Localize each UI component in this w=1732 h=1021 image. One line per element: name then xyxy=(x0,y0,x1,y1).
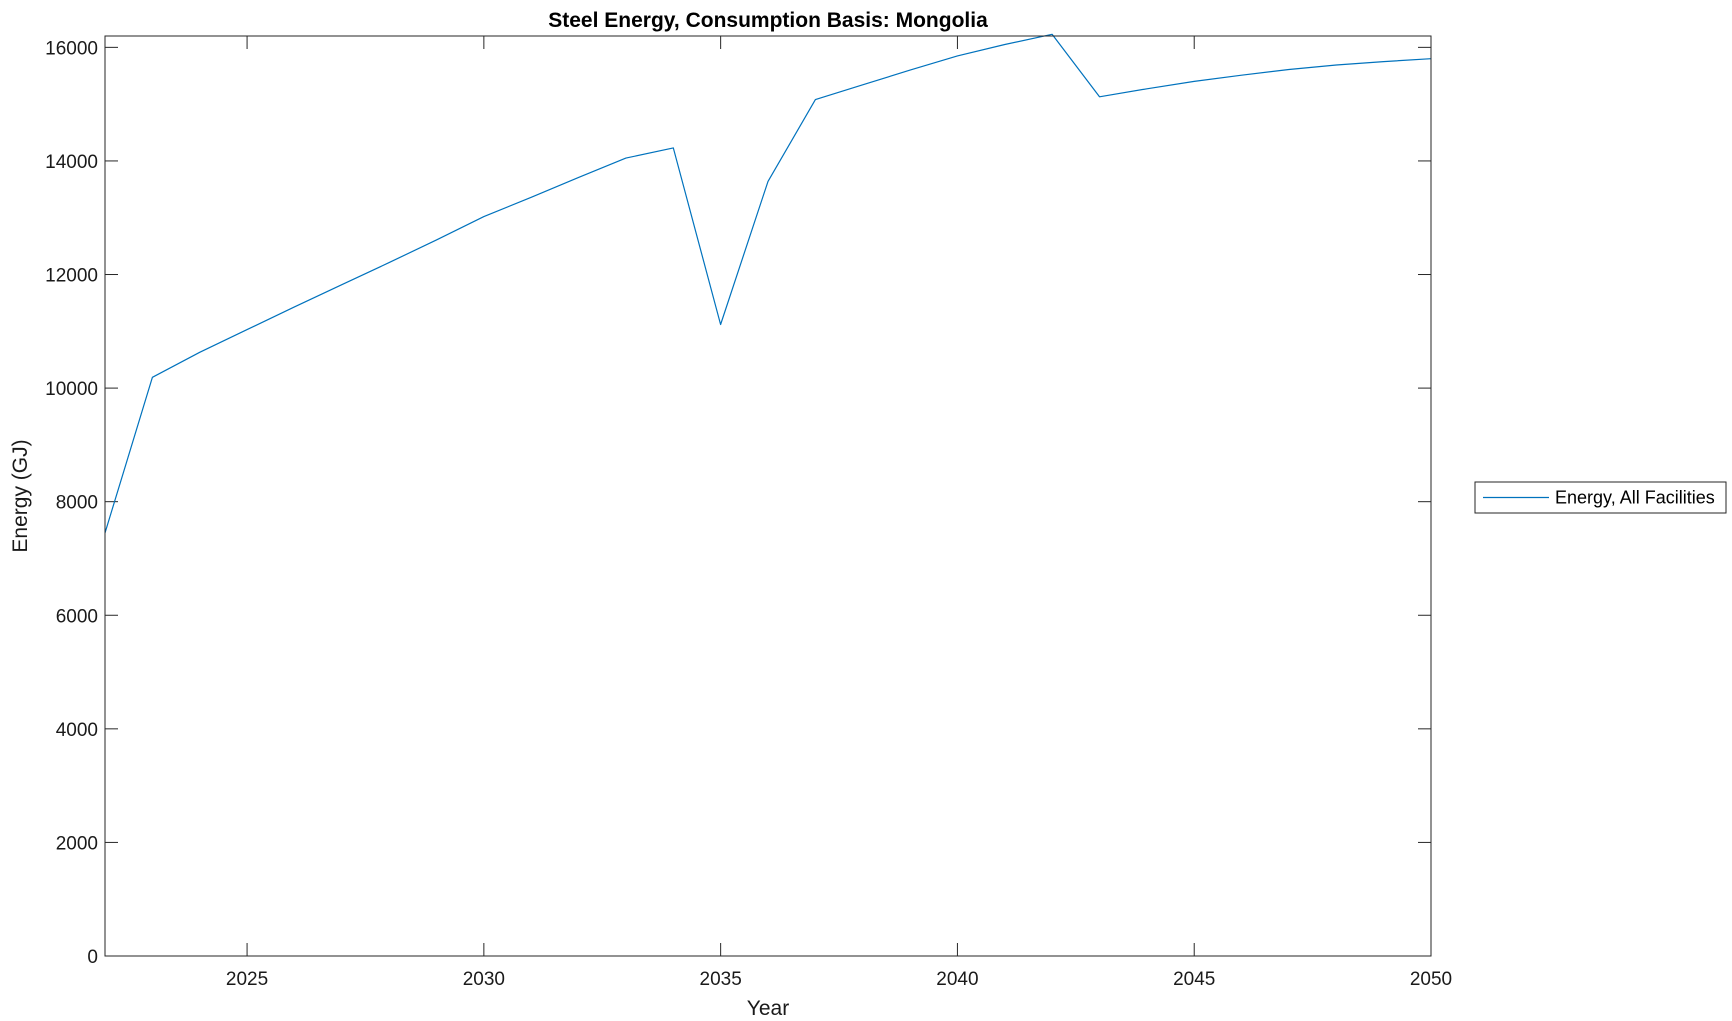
legend-entry-label: Energy, All Facilities xyxy=(1555,488,1715,508)
y-tick-label: 16000 xyxy=(45,38,98,59)
series-line xyxy=(104,33,1432,534)
x-axis-label: Year xyxy=(747,997,789,1020)
chart-title: Steel Energy, Consumption Basis: Mongoli… xyxy=(548,9,988,32)
y-tick-label: 8000 xyxy=(56,493,98,514)
y-axis-label: Energy (GJ) xyxy=(9,439,32,552)
y-tick-label: 2000 xyxy=(56,833,98,854)
x-tick-label: 2040 xyxy=(936,969,978,990)
y-tick-label: 4000 xyxy=(56,720,98,741)
x-tick-label: 2050 xyxy=(1410,969,1452,990)
x-tick-label: 2045 xyxy=(1173,969,1215,990)
y-tick-label: 0 xyxy=(87,947,98,968)
plot-area xyxy=(105,36,1431,956)
tick-labels: 2025 2030 2035 2040 2045 2050 0 2000 4000 6000 800… xyxy=(45,38,1452,990)
x-tick-label: 2035 xyxy=(700,969,742,990)
y-tick-label: 12000 xyxy=(45,266,98,287)
x-tick-label: 2030 xyxy=(463,969,505,990)
y-tick-label: 10000 xyxy=(45,379,98,400)
legend: Energy, All Facilities xyxy=(1474,481,1727,514)
y-tick-label: 14000 xyxy=(45,152,98,173)
y-tick-label: 6000 xyxy=(56,606,98,627)
plot-frame xyxy=(104,35,1432,957)
series-lines xyxy=(104,33,1432,534)
x-tick-label: 2025 xyxy=(226,969,268,990)
